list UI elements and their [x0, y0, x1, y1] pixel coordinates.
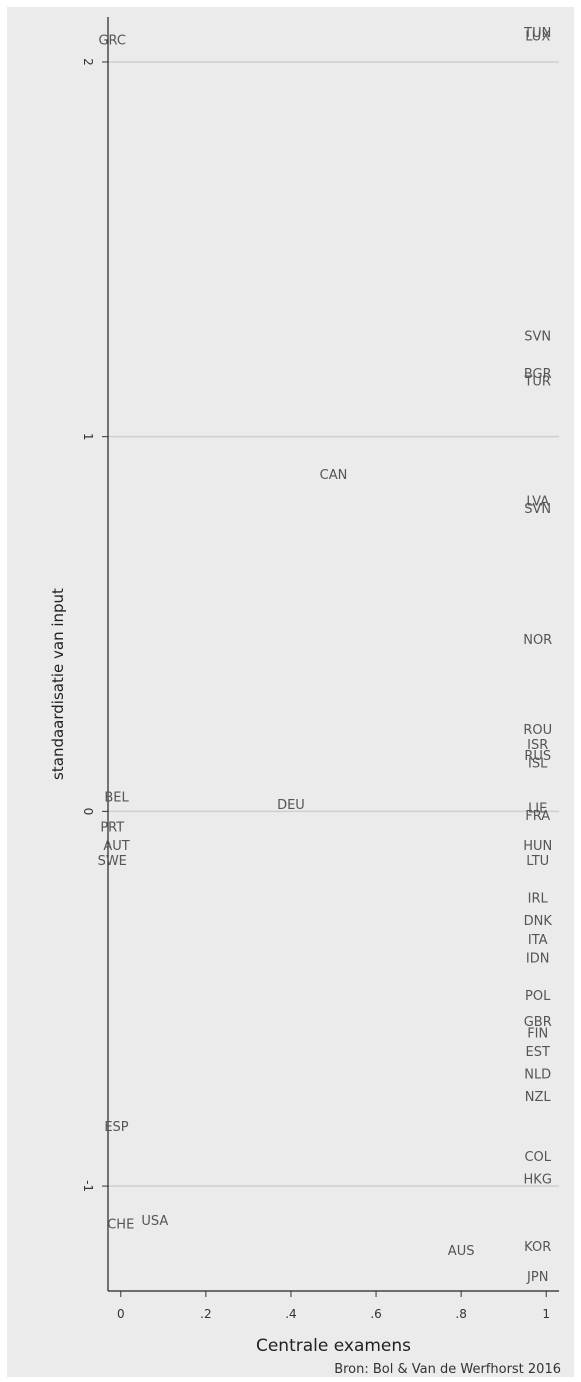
point-label-ita-25: ITA [528, 933, 548, 948]
y-tick-label-2: 0 [81, 808, 95, 816]
point-label-lva-7: LVA [526, 494, 549, 509]
point-label-est-30: EST [526, 1045, 550, 1060]
x-tick-label-4: .8 [455, 1307, 466, 1321]
point-label-svn-3: SVN [524, 330, 551, 345]
point-label-bgr-4: BGR [524, 367, 552, 382]
point-label-aus-38: AUS [448, 1244, 475, 1259]
point-label-rou-10: ROU [523, 723, 552, 738]
y-tick-label-3: -1 [81, 1180, 95, 1192]
x-tick-label-1: .2 [200, 1307, 211, 1321]
chart-panel: 2 1 0 -1 0 .2 .4 .6 .8 1 GRC TUN LUX SVN BGR TUR CAN LVA… [7, 7, 574, 1377]
point-label-lie-16: LIE [528, 802, 547, 817]
point-label-prt-18: PRT [100, 820, 124, 835]
point-label-hun-20: HUN [523, 839, 552, 854]
point-label-nzl-32: NZL [525, 1090, 552, 1105]
source-note: Bron: Bol & Van de Werfhorst 2016 [334, 1362, 561, 1377]
point-label-swe-21: SWE [98, 854, 127, 869]
axes: 2 1 0 -1 0 .2 .4 .6 .8 1 [81, 17, 559, 1321]
x-tick-label-2: .4 [285, 1307, 296, 1321]
gridlines [108, 61, 559, 1187]
point-label-che-37: CHE [107, 1218, 134, 1233]
x-axis-title: Centrale examens [256, 1336, 411, 1356]
x-tick-label-3: .6 [370, 1307, 381, 1321]
point-label-tun-1: TUN [523, 26, 551, 41]
point-label-nor-9: NOR [523, 633, 552, 648]
point-label-rus-12: RUS [524, 749, 551, 764]
point-label-isr-11: ISR [527, 738, 548, 753]
point-label-fra-17: FRA [525, 809, 550, 824]
point-label-esp-33: ESP [104, 1120, 128, 1135]
point-label-deu-15: DEU [277, 798, 305, 813]
point-label-gbr-28: GBR [524, 1015, 552, 1030]
point-label-kor-39: KOR [524, 1240, 551, 1255]
point-label-svn-8: SVN [524, 502, 551, 517]
point-label-irl-23: IRL [528, 892, 549, 907]
point-label-usa-36: USA [141, 1214, 168, 1229]
point-label-fin-29: FIN [527, 1026, 548, 1041]
point-label-grc-0: GRC [98, 33, 126, 48]
y-axis-title: standaardisatie van input [49, 588, 67, 780]
y-tick-label-1: 1 [81, 433, 95, 441]
y-tick-label-0: 2 [81, 58, 95, 66]
point-label-isl-13: ISL [528, 757, 548, 772]
x-tick-label-0: 0 [117, 1307, 125, 1321]
point-label-idn-26: IDN [526, 952, 550, 967]
point-label-lux-2: LUX [525, 30, 550, 45]
point-label-tur-5: TUR [523, 374, 551, 389]
point-label-pol-27: POL [525, 989, 551, 1004]
data-labels: GRC TUNLUXSVNBGRTURCANLVASVNNORROUISRRUSI… [98, 26, 553, 1285]
point-label-dnk-24: DNK [524, 914, 553, 929]
point-label-ltu-22: LTU [526, 854, 549, 869]
point-label-jpn-40: JPN [526, 1270, 548, 1285]
point-label-hkg-35: HKG [524, 1173, 552, 1188]
point-label-col-34: COL [524, 1150, 551, 1165]
point-label-can-6: CAN [320, 468, 348, 483]
point-label-aut-19: AUT [103, 839, 129, 854]
x-tick-label-5: 1 [542, 1307, 550, 1321]
point-label-bel-14: BEL [104, 790, 129, 805]
point-label-nld-31: NLD [524, 1068, 551, 1083]
